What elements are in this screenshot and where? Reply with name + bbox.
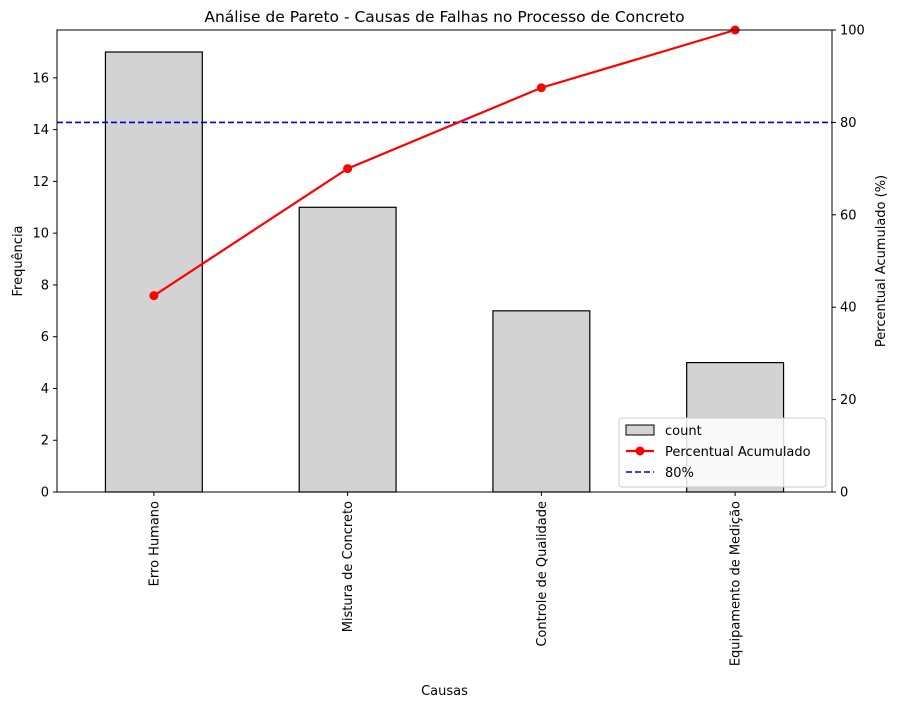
chart-title: Análise de Pareto - Causas de Falhas no …	[204, 8, 684, 26]
legend-swatch-count	[625, 424, 655, 436]
y-tick-label-6: 12	[32, 175, 49, 190]
y2-axis-label: Percentual Acumulado (%)	[874, 175, 889, 347]
cumulative-line	[153, 28, 736, 297]
x-tick-label-3: Equipamento de Medição	[729, 501, 744, 666]
legend-box	[618, 417, 827, 488]
y2-tick-label-2: 40	[840, 301, 857, 316]
legend-marker-cumulative	[635, 446, 645, 456]
x-tick-label-2: Controle de Qualidade	[535, 501, 550, 647]
bar-3	[492, 310, 591, 493]
legend-label-80: 80%	[665, 466, 694, 481]
axes-layer: 0 2 4 6 8 10 12 14 16 0 20 40 60 80 100 Erro Humano Mist…	[32, 24, 864, 667]
bar-2	[298, 206, 397, 493]
y-tick-label-0: 0	[41, 486, 49, 501]
y-tick-label-8: 16	[32, 71, 49, 86]
y2-tick-label-3: 60	[840, 208, 857, 223]
x-tick-label-1: Mistura de Concreto	[341, 501, 356, 632]
cumulative-point-3	[536, 83, 546, 93]
y2-tick-label-1: 20	[840, 393, 857, 408]
legend-label-count: count	[665, 424, 702, 439]
y-tick-label-5: 10	[32, 227, 49, 242]
cumulative-point-1	[149, 291, 159, 301]
y2-tick-label-5: 100	[840, 24, 865, 39]
x-axis-label: Causas	[421, 684, 468, 699]
cumulative-point-2	[343, 164, 353, 174]
x-tick-label-0: Erro Humano	[147, 501, 162, 586]
y2-tick-label-4: 80	[840, 116, 857, 131]
cumulative-line-layer	[149, 25, 740, 301]
y-tick-label-4: 8	[41, 278, 49, 293]
plot-frame	[56, 29, 833, 493]
y-tick-label-1: 2	[41, 434, 49, 449]
y-tick-label-2: 4	[41, 382, 49, 397]
y2-tick-label-0: 0	[840, 486, 848, 501]
y-tick-label-3: 6	[41, 330, 49, 345]
y-axis-label: Frequência	[11, 225, 26, 296]
bar-1	[104, 51, 203, 493]
y-tick-label-7: 14	[32, 123, 49, 138]
legend-label-cumulative: Percentual Acumulado	[665, 445, 811, 460]
legend: count Percentual Acumulado 80%	[618, 417, 827, 488]
